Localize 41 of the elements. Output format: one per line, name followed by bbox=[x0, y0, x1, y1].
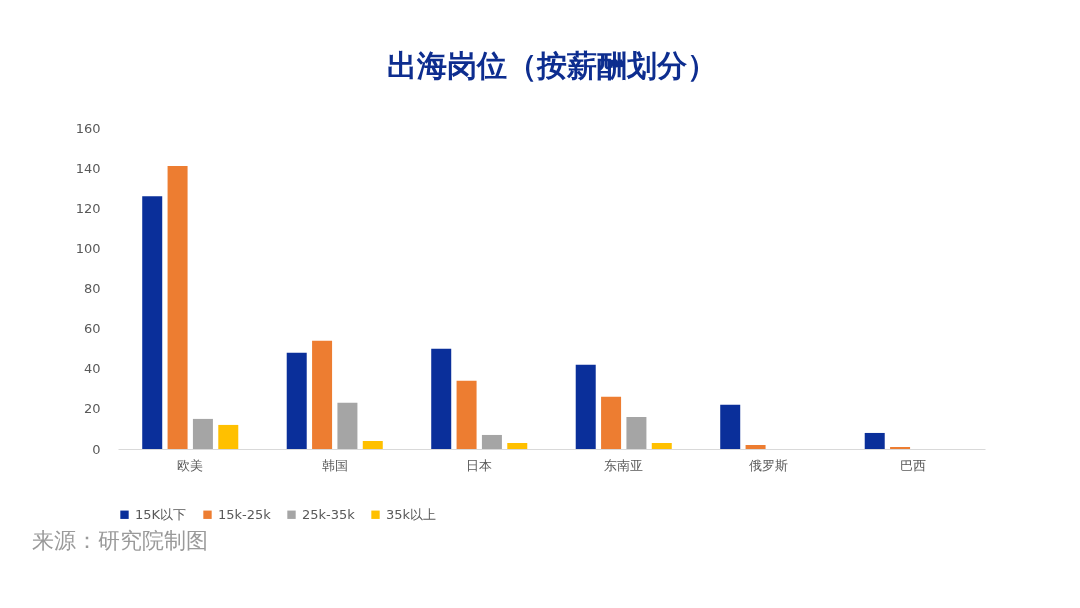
x-tick-label: 巴西 bbox=[899, 457, 926, 473]
bar bbox=[575, 364, 596, 449]
y-tick-label: 40 bbox=[83, 361, 101, 377]
x-tick-label: 俄罗斯 bbox=[748, 457, 788, 473]
bar bbox=[626, 416, 647, 449]
bar bbox=[286, 352, 307, 449]
y-tick-label: 160 bbox=[75, 120, 101, 136]
bar bbox=[456, 380, 477, 449]
y-tick-label: 120 bbox=[75, 200, 101, 216]
bar bbox=[720, 404, 741, 449]
y-tick-label: 140 bbox=[75, 160, 101, 176]
bar bbox=[192, 418, 213, 449]
bar bbox=[651, 442, 672, 449]
y-tick-label: 60 bbox=[83, 321, 101, 337]
bar bbox=[142, 196, 163, 449]
bar bbox=[167, 166, 188, 449]
bar bbox=[337, 402, 358, 449]
bar bbox=[507, 442, 528, 449]
bar bbox=[601, 396, 622, 449]
bar bbox=[431, 348, 452, 449]
bar bbox=[864, 432, 885, 449]
x-tick-label: 日本 bbox=[466, 457, 493, 473]
x-tick-label: 韩国 bbox=[321, 457, 348, 473]
bar bbox=[890, 446, 911, 449]
x-tick-label: 东南亚 bbox=[604, 457, 644, 473]
bar bbox=[362, 440, 383, 449]
y-tick-label: 0 bbox=[92, 441, 101, 457]
y-tick-label: 20 bbox=[83, 401, 101, 417]
bar bbox=[218, 424, 239, 449]
bar bbox=[745, 444, 766, 449]
legend-label: 15k-25k bbox=[218, 506, 272, 522]
source-note: 来源：研究院制图 bbox=[32, 527, 208, 555]
bar bbox=[312, 340, 333, 449]
y-tick-label: 100 bbox=[75, 240, 101, 256]
legend-label: 35k以上 bbox=[386, 506, 437, 522]
y-tick-label: 80 bbox=[83, 281, 101, 296]
legend-label: 15K以下 bbox=[135, 506, 187, 522]
legend-label: 25k-35k bbox=[302, 506, 356, 522]
chart-title: 出海岗位（按薪酬划分） bbox=[386, 48, 717, 83]
bar bbox=[481, 434, 502, 449]
x-tick-label: 欧美 bbox=[177, 457, 204, 473]
